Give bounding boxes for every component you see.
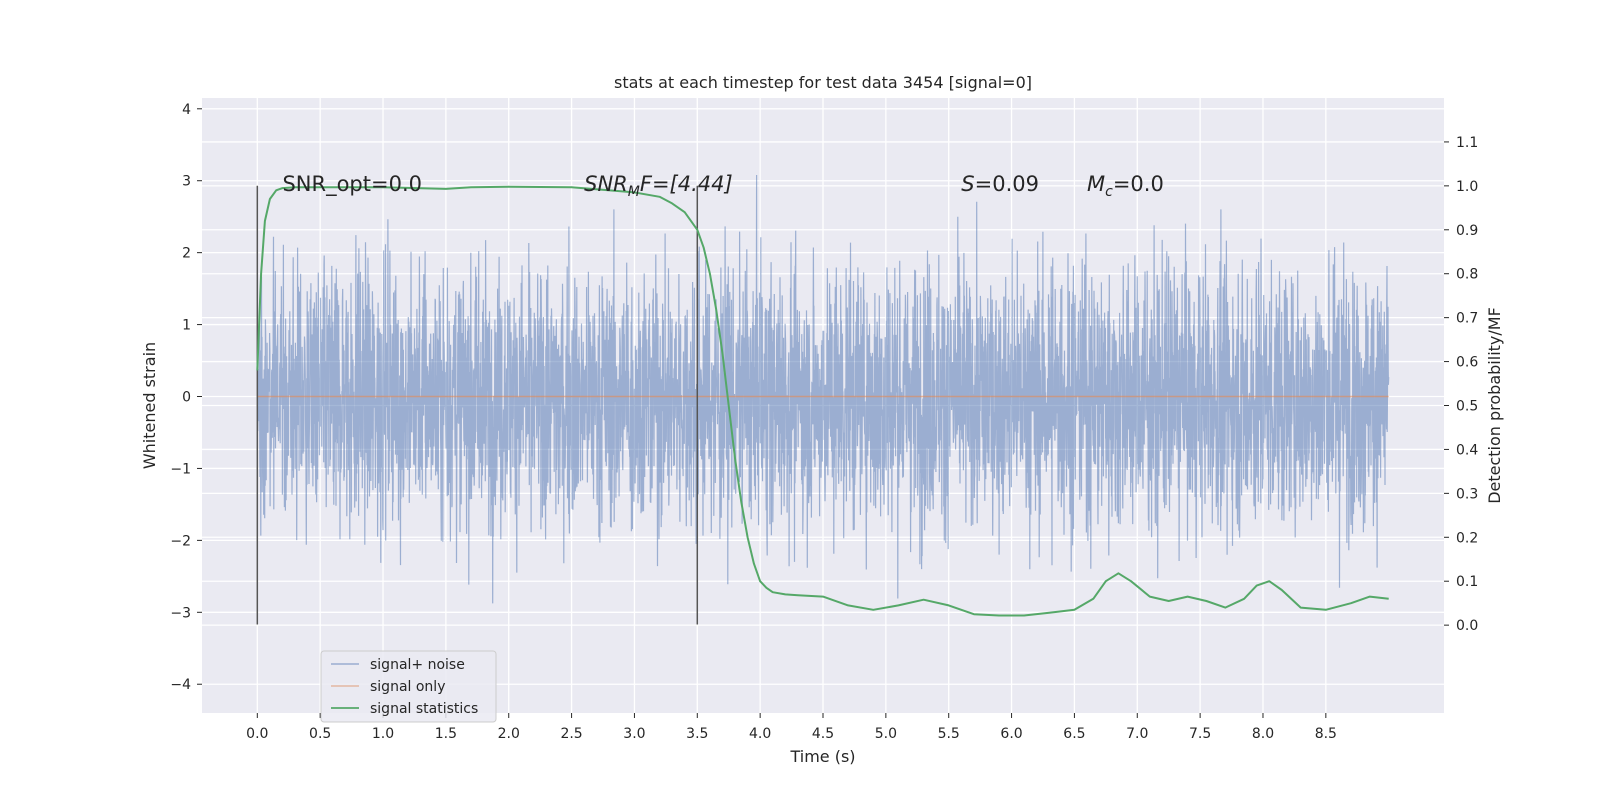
legend: signal+ noise signal only signal statist… [320, 650, 497, 723]
y-tick-label: −4 [170, 677, 191, 693]
y-right-tick-label: 0.0 [1456, 618, 1478, 634]
annotation-snr-mf-sub: M [628, 184, 640, 200]
x-tick-label: 0.5 [309, 726, 331, 742]
annotation-snr-mf-tail: F=[4.44] [640, 172, 733, 196]
annotation-snr-opt: SNR_opt=0.0 [282, 172, 422, 197]
x-tick-label: 8.5 [1315, 726, 1337, 742]
y-tick-label: 1 [182, 318, 191, 334]
legend-label-stats: signal statistics [370, 701, 478, 717]
annotations: SNR_opt=0.0 SNRMF=[4.44] S=0.09 Mc=0.0 [282, 172, 1163, 200]
y-right-tick-label: 0.4 [1456, 442, 1478, 458]
x-tick-label: 2.0 [498, 726, 520, 742]
x-tick-label: 7.0 [1126, 726, 1148, 742]
annotation-mc-base: M [1087, 172, 1105, 196]
y-axis-title: Whitened strain [140, 342, 159, 469]
x-tick-label: 5.5 [938, 726, 960, 742]
plot-area [202, 98, 1444, 713]
annotation-s-tail: =0.09 [975, 172, 1039, 196]
x-tick-label: 6.5 [1063, 726, 1085, 742]
x-tick-label: 2.5 [560, 726, 582, 742]
axes: 0.0 0.5 1.0 1.5 2.0 2.5 3.0 3.5 4.0 4.5 5.0 5.5 6.0 6… [170, 102, 1478, 742]
y-right-tick-label: 1.0 [1456, 179, 1478, 195]
x-tick-label: 3.0 [623, 726, 645, 742]
annotation-s-base: S [961, 172, 974, 196]
x-axis-title: Time (s) [789, 747, 855, 766]
annotation-mc-tail: =0.0 [1113, 172, 1164, 196]
x-tick-label: 0.0 [246, 726, 268, 742]
y-tick-label: −1 [170, 461, 191, 477]
x-tick-label: 1.5 [435, 726, 457, 742]
y-tick-label: −2 [170, 533, 191, 549]
legend-label-noise: signal+ noise [370, 657, 465, 673]
y-right-tick-label: 0.2 [1456, 530, 1478, 546]
y-right-tick-label: 0.8 [1456, 267, 1478, 283]
x-tick-label: 1.0 [372, 726, 394, 742]
y-right-tick-label: 0.3 [1456, 486, 1478, 502]
y-right-tick-label: 0.5 [1456, 399, 1478, 415]
stats-line [256, 185, 1389, 617]
y-right-tick-label: 0.6 [1456, 355, 1478, 371]
y-right-tick-label: 0.9 [1456, 223, 1478, 239]
y-tick-label: 3 [182, 174, 191, 190]
y-right-axis-title: Detection probability/MF [1485, 307, 1504, 504]
y-tick-label: 0 [182, 390, 191, 406]
legend-label-signal: signal only [370, 679, 445, 695]
legend-box [320, 650, 497, 723]
chart-title: stats at each timestep for test data 345… [614, 73, 1032, 92]
annotation-mc-sub: c [1105, 184, 1113, 200]
x-tick-label: 4.5 [812, 726, 834, 742]
vertical-markers [256, 185, 699, 625]
x-tick-label: 8.0 [1252, 726, 1274, 742]
annotation-snr-mf-base: SNR [584, 172, 628, 196]
stats-trace [256, 185, 1389, 617]
y-right-tick-label: 0.7 [1456, 311, 1478, 327]
x-tick-label: 6.0 [1000, 726, 1022, 742]
y-right-tick-label: 0.1 [1456, 574, 1478, 590]
noise-line [256, 174, 1390, 604]
x-tick-label: 3.5 [686, 726, 708, 742]
annotation-snr-mf: SNRMF=[4.44] [584, 172, 733, 200]
y-tick-label: 4 [182, 102, 191, 118]
noise-trace [256, 174, 1390, 604]
y-tick-label: −3 [170, 605, 191, 621]
y-right-tick-label: 1.1 [1456, 135, 1478, 151]
y-tick-label: 2 [182, 246, 191, 262]
x-tick-label: 4.0 [749, 726, 771, 742]
annotation-s: S=0.09 [961, 172, 1039, 196]
x-tick-label: 5.0 [875, 726, 897, 742]
annotation-mc: Mc=0.0 [1087, 172, 1164, 200]
x-tick-label: 7.5 [1189, 726, 1211, 742]
